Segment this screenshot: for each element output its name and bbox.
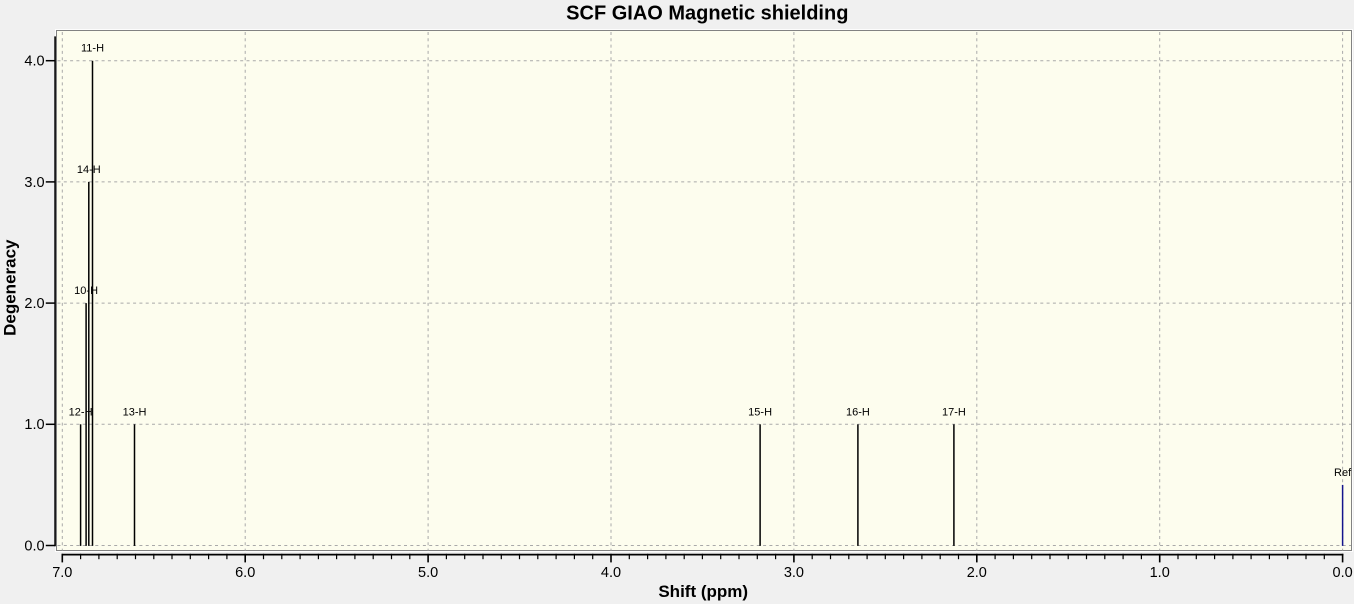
svg-text:2.0: 2.0 bbox=[24, 296, 44, 312]
svg-text:5.0: 5.0 bbox=[418, 565, 438, 581]
svg-text:1.0: 1.0 bbox=[24, 417, 44, 433]
svg-text:3.0: 3.0 bbox=[784, 565, 804, 581]
svg-text:10-H: 10-H bbox=[74, 285, 98, 297]
svg-text:4.0: 4.0 bbox=[601, 565, 621, 581]
svg-text:7.0: 7.0 bbox=[52, 565, 72, 581]
svg-text:0.0: 0.0 bbox=[24, 538, 44, 554]
svg-text:6.0: 6.0 bbox=[235, 565, 255, 581]
svg-text:13-H: 13-H bbox=[123, 406, 147, 418]
svg-text:1.0: 1.0 bbox=[1150, 565, 1170, 581]
svg-text:Ref: Ref bbox=[1334, 467, 1352, 479]
svg-text:16-H: 16-H bbox=[846, 406, 870, 418]
svg-text:11-H: 11-H bbox=[81, 43, 104, 55]
svg-text:Shift (ppm): Shift (ppm) bbox=[658, 582, 748, 601]
svg-text:Degeneracy: Degeneracy bbox=[0, 239, 19, 336]
svg-text:15-H: 15-H bbox=[748, 406, 772, 418]
svg-text:4.0: 4.0 bbox=[24, 54, 44, 70]
svg-text:14-H: 14-H bbox=[77, 164, 101, 176]
svg-text:17-H: 17-H bbox=[942, 406, 966, 418]
svg-text:SCF GIAO Magnetic shielding: SCF GIAO Magnetic shielding bbox=[566, 3, 848, 25]
svg-text:3.0: 3.0 bbox=[24, 175, 44, 191]
svg-text:0.0: 0.0 bbox=[1333, 565, 1353, 581]
svg-text:2.0: 2.0 bbox=[967, 565, 987, 581]
